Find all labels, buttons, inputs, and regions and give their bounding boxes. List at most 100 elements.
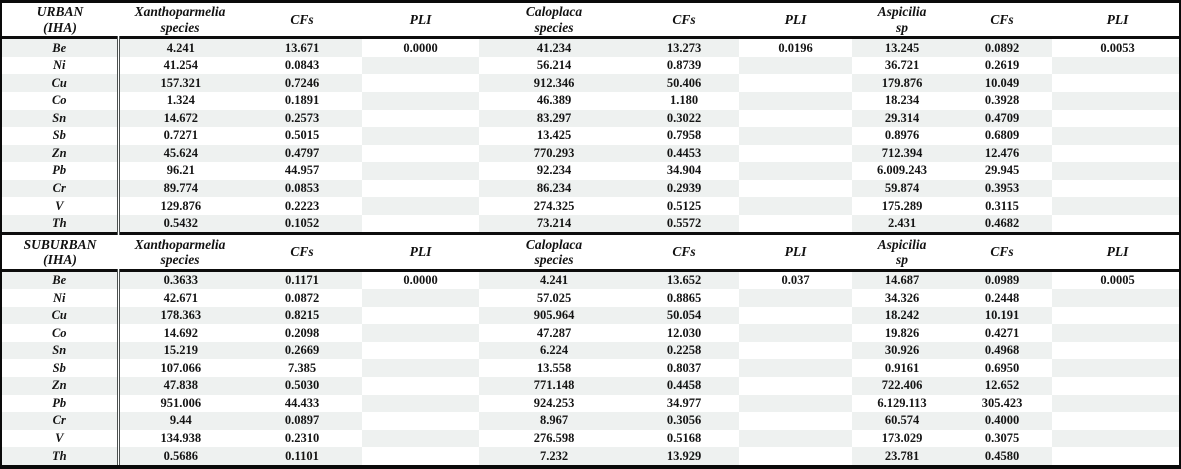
- value-cell: 274.325: [479, 197, 629, 215]
- value-cell: [739, 429, 852, 448]
- value-cell: 0.6809: [952, 127, 1052, 145]
- value-cell: 0.8976: [852, 127, 952, 145]
- value-cell: 0.4797: [242, 144, 362, 163]
- table-row: Pb 96.21 44.957 92.234 34.904 6.009.243 29.945: [2, 162, 1179, 180]
- value-cell: [362, 214, 479, 234]
- column-header: Caloplaca species: [479, 3, 629, 40]
- value-cell: 18.242: [852, 306, 952, 325]
- element-label: Co: [2, 91, 120, 110]
- column-header: CFs: [629, 232, 739, 272]
- value-cell: [362, 447, 479, 465]
- value-cell: 0.2669: [242, 341, 362, 360]
- results-table: URBAN (IHA) Xanthoparmelia species CFs PLI C…: [2, 3, 1179, 465]
- value-cell: 29.945: [952, 162, 1052, 180]
- section-header-row: URBAN (IHA) Xanthoparmelia species CFs PLI C…: [2, 3, 1179, 40]
- value-cell: 57.025: [479, 289, 629, 307]
- value-cell: 36.721: [852, 56, 952, 75]
- column-header: Aspicilia sp: [852, 3, 952, 40]
- value-cell: 0.4271: [952, 324, 1052, 342]
- value-cell: 6.224: [479, 341, 629, 360]
- value-cell: 0.7246: [242, 74, 362, 92]
- value-cell: 0.5015: [242, 127, 362, 145]
- table-row: Th 0.5432 0.1052 73.214 0.5572 2.431 0.4682: [2, 214, 1179, 234]
- value-cell: [362, 289, 479, 307]
- value-cell: 0.0005: [1052, 270, 1179, 290]
- value-cell: 129.876: [118, 197, 242, 215]
- element-label: Zn: [2, 377, 120, 395]
- value-cell: [739, 306, 852, 325]
- value-cell: 10.049: [952, 74, 1052, 92]
- table-row: Co 1.324 0.1891 46.389 1.180 18.234 0.3928: [2, 91, 1179, 110]
- column-header: PLI: [362, 232, 479, 272]
- value-cell: [362, 162, 479, 180]
- value-cell: 0.0989: [952, 270, 1052, 290]
- value-cell: 0.4682: [952, 214, 1052, 234]
- table-row: Pb 951.006 44.433 924.253 34.977 6.129.113 305…: [2, 394, 1179, 413]
- value-cell: [739, 179, 852, 198]
- value-cell: [1052, 447, 1179, 465]
- section-label: SUBURBAN (IHA): [2, 232, 118, 272]
- value-cell: [1052, 412, 1179, 430]
- value-cell: 96.21: [118, 162, 242, 180]
- value-cell: [362, 377, 479, 395]
- value-cell: [739, 324, 852, 342]
- element-label: Cr: [2, 179, 120, 198]
- value-cell: [362, 56, 479, 75]
- table-row: Cr 9.44 0.0897 8.967 0.3056 60.574 0.4000: [2, 412, 1179, 430]
- value-cell: [739, 341, 852, 360]
- value-cell: 56.214: [479, 56, 629, 75]
- value-cell: 0.0843: [242, 56, 362, 75]
- section-header-row: SUBURBAN (IHA) Xanthoparmelia species CFs P…: [2, 232, 1179, 272]
- value-cell: [1052, 179, 1179, 198]
- value-cell: 34.904: [629, 162, 739, 180]
- column-header: PLI: [1052, 232, 1179, 272]
- value-cell: 2.431: [852, 214, 952, 234]
- value-cell: 0.4968: [952, 341, 1052, 360]
- value-cell: 19.826: [852, 324, 952, 342]
- value-cell: [739, 289, 852, 307]
- value-cell: 0.0000: [362, 37, 479, 57]
- value-cell: [362, 341, 479, 360]
- element-label: Ni: [2, 56, 120, 75]
- value-cell: [1052, 214, 1179, 234]
- table-row: Cu 157.321 0.7246 912.346 50.406 179.876 10.04…: [2, 74, 1179, 92]
- value-cell: 276.598: [479, 429, 629, 448]
- value-cell: 18.234: [852, 91, 952, 110]
- value-cell: 4.241: [479, 270, 629, 290]
- element-label: Be: [2, 270, 120, 290]
- value-cell: 1.180: [629, 91, 739, 110]
- column-header: CFs: [629, 3, 739, 40]
- value-cell: 60.574: [852, 412, 952, 430]
- value-cell: 29.314: [852, 109, 952, 128]
- value-cell: 0.3056: [629, 412, 739, 430]
- value-cell: [1052, 324, 1179, 342]
- value-cell: 0.2573: [242, 109, 362, 128]
- value-cell: 8.967: [479, 412, 629, 430]
- value-cell: 12.476: [952, 144, 1052, 163]
- value-cell: [1052, 127, 1179, 145]
- value-cell: 23.781: [852, 447, 952, 465]
- value-cell: 0.1171: [242, 270, 362, 290]
- value-cell: [739, 91, 852, 110]
- value-cell: [739, 127, 852, 145]
- value-cell: [362, 91, 479, 110]
- value-cell: 912.346: [479, 74, 629, 92]
- value-cell: 1.324: [118, 91, 242, 110]
- value-cell: 0.5168: [629, 429, 739, 448]
- value-cell: 0.1052: [242, 214, 362, 234]
- value-cell: [739, 144, 852, 163]
- table-row: Ni 41.254 0.0843 56.214 0.8739 36.721 0.2619: [2, 56, 1179, 75]
- value-cell: [1052, 162, 1179, 180]
- value-cell: [739, 109, 852, 128]
- element-label: V: [2, 197, 120, 215]
- table-row: Th 0.5686 0.1101 7.232 13.929 23.781 0.4580: [2, 447, 1179, 465]
- element-label: Sb: [2, 359, 120, 378]
- value-cell: 0.4000: [952, 412, 1052, 430]
- value-cell: 10.191: [952, 306, 1052, 325]
- column-header: Xanthoparmelia species: [118, 232, 242, 272]
- value-cell: 305.423: [952, 394, 1052, 413]
- column-header: PLI: [739, 232, 852, 272]
- value-cell: 173.029: [852, 429, 952, 448]
- value-cell: [739, 74, 852, 92]
- value-cell: 44.433: [242, 394, 362, 413]
